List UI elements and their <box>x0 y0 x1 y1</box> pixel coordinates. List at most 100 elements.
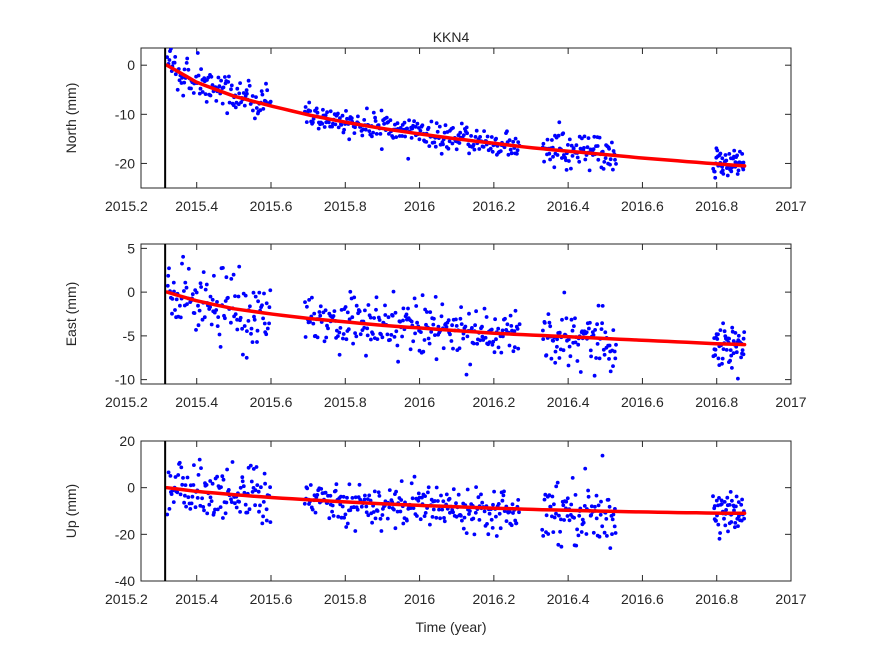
data-point <box>478 338 483 343</box>
x-tick-label: 2016.8 <box>695 198 738 214</box>
data-point <box>251 467 256 471</box>
data-point <box>372 316 376 320</box>
data-point <box>573 493 578 497</box>
data-point <box>724 348 729 352</box>
data-point <box>377 318 382 322</box>
data-point <box>510 502 515 507</box>
data-point <box>352 295 357 300</box>
data-point <box>262 321 267 326</box>
data-point <box>356 114 360 119</box>
data-point <box>204 100 209 104</box>
data-point <box>250 490 255 494</box>
data-point <box>322 125 327 129</box>
data-point <box>427 341 432 346</box>
data-point <box>470 326 474 330</box>
data-point <box>321 107 325 112</box>
data-point <box>373 115 377 120</box>
data-point <box>215 474 220 479</box>
data-point <box>596 303 601 308</box>
data-point <box>426 125 431 130</box>
data-point <box>330 503 335 508</box>
data-point <box>480 500 485 505</box>
data-point <box>450 323 454 328</box>
data-point <box>600 304 605 308</box>
data-point <box>559 544 564 549</box>
data-point <box>729 520 734 524</box>
data-point <box>259 89 264 93</box>
data-point <box>362 497 367 502</box>
data-point <box>493 317 497 322</box>
data-point <box>418 517 423 522</box>
y-tick-label: 0 <box>127 57 135 73</box>
data-point <box>412 474 417 479</box>
data-point <box>186 266 191 271</box>
data-point <box>505 322 510 327</box>
data-point <box>595 322 599 327</box>
data-point <box>426 336 431 341</box>
data-point <box>401 521 406 526</box>
data-point <box>365 326 370 331</box>
data-point <box>382 122 386 126</box>
x-tick-label: 2016.8 <box>695 591 738 607</box>
data-point <box>345 521 350 526</box>
data-point <box>363 493 367 498</box>
data-point <box>208 305 213 309</box>
axes-box <box>140 440 792 582</box>
data-point <box>319 487 324 491</box>
data-point <box>395 509 400 514</box>
data-point <box>482 509 487 514</box>
data-point <box>183 280 188 285</box>
data-point <box>598 512 603 517</box>
data-point <box>508 313 513 318</box>
data-point <box>407 118 411 123</box>
data-point <box>724 508 728 512</box>
data-point <box>712 169 717 174</box>
data-point <box>474 128 479 133</box>
data-point <box>433 333 437 337</box>
data-point <box>339 494 343 499</box>
data-point <box>307 100 312 105</box>
data-point <box>182 500 187 505</box>
data-point <box>390 313 395 318</box>
data-point <box>565 514 570 518</box>
data-point <box>740 348 745 352</box>
data-point <box>438 516 442 521</box>
data-point <box>457 141 462 145</box>
data-point <box>432 140 437 145</box>
data-point <box>386 315 391 320</box>
data-point <box>165 283 170 288</box>
data-point <box>608 369 613 374</box>
x-tick-label: 2017 <box>775 198 806 214</box>
data-point <box>207 502 212 507</box>
data-point <box>420 495 424 500</box>
y-tick-label: 5 <box>127 240 135 256</box>
data-point <box>336 111 340 116</box>
data-point <box>209 499 214 503</box>
data-point <box>444 492 449 497</box>
data-point <box>182 80 187 85</box>
x-tick-label: 2015.8 <box>324 591 367 607</box>
data-point <box>591 333 596 337</box>
y-tick-label: 0 <box>127 480 135 496</box>
data-point <box>731 351 736 356</box>
data-point <box>434 357 439 362</box>
data-point <box>185 302 189 306</box>
data-point <box>507 343 512 348</box>
data-point <box>593 504 597 509</box>
data-point <box>449 339 454 343</box>
data-point <box>250 340 255 344</box>
data-point <box>226 488 231 492</box>
data-point <box>551 338 556 343</box>
data-point <box>327 516 332 521</box>
data-point <box>488 146 493 151</box>
data-point <box>451 487 456 492</box>
data-point <box>496 326 501 331</box>
data-point <box>374 132 379 136</box>
data-point <box>548 324 553 329</box>
data-point <box>352 131 357 136</box>
data-point <box>238 510 243 514</box>
data-point <box>559 517 563 522</box>
data-point <box>446 318 451 323</box>
data-point <box>221 516 225 520</box>
data-point <box>170 297 175 301</box>
